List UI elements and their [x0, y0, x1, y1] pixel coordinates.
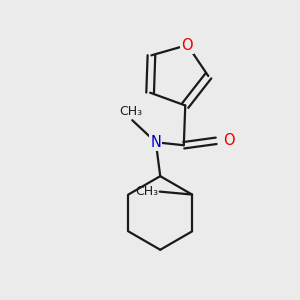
Text: O: O	[182, 38, 193, 52]
Text: CH₃: CH₃	[119, 105, 142, 118]
Text: CH₃: CH₃	[135, 185, 158, 198]
Text: O: O	[223, 133, 234, 148]
Text: N: N	[150, 135, 161, 150]
